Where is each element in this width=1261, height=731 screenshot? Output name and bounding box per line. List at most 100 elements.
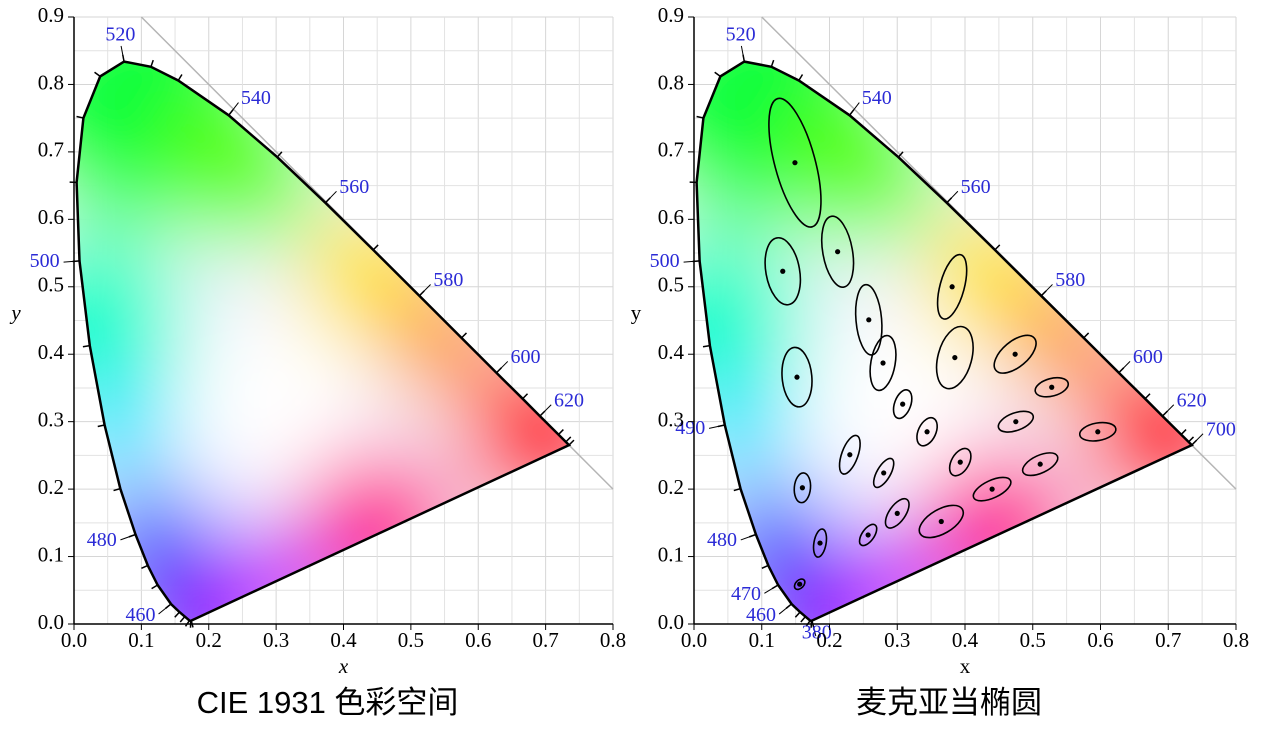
gamut-blob — [192, 311, 373, 492]
label-leader — [1040, 284, 1053, 297]
x-tick-label: 0.2 — [196, 628, 222, 652]
x-tick-label: 0.6 — [465, 628, 491, 652]
label-leader — [539, 404, 552, 417]
wavelength-label: 540 — [862, 87, 892, 109]
x-tick-label: 0.4 — [330, 628, 357, 652]
locus-tick — [794, 611, 801, 618]
x-axis-label: x — [960, 654, 971, 678]
x-tick-label: 0.1 — [749, 628, 775, 652]
label-leader — [1162, 404, 1175, 417]
y-tick-label: 0.4 — [38, 340, 65, 364]
macadam-ellipse — [935, 325, 974, 390]
wavelength-label: 500 — [30, 250, 60, 272]
label-leader — [764, 584, 779, 594]
macadam-ellipse — [916, 416, 939, 447]
spectral-locus — [695, 60, 1194, 623]
gamut-blob — [814, 311, 995, 492]
locus-tick — [557, 429, 564, 436]
macadam-ellipse — [812, 528, 828, 558]
y-tick-label: 0.8 — [38, 70, 64, 94]
x-tick-label: 0.3 — [263, 628, 289, 652]
ellipse-center — [817, 540, 823, 546]
locus-tick — [1180, 429, 1187, 436]
locus-tick — [1188, 436, 1195, 443]
y-tick-label: 0.1 — [658, 542, 684, 566]
locus-tick — [770, 59, 775, 68]
ellipse-center — [1049, 384, 1055, 390]
locus-tick — [994, 244, 1001, 251]
wavelength-label: 600 — [511, 346, 541, 368]
locus-tick — [97, 424, 105, 428]
locus-tick — [761, 564, 769, 569]
wavelength-label: 580 — [1055, 269, 1085, 291]
wavelength-label: 620 — [554, 390, 584, 412]
ellipse-center — [989, 486, 995, 492]
locus-tick — [1144, 393, 1151, 400]
locus-tick — [565, 436, 572, 443]
locus-tick — [150, 59, 154, 68]
caption: CIE 1931 色彩空间 — [197, 685, 459, 720]
ellipse-center — [949, 284, 955, 290]
ellipse-center — [1095, 429, 1101, 435]
locus-tick — [702, 344, 711, 348]
x-tick-label: 0.7 — [1155, 628, 1181, 652]
locus-tick — [276, 151, 283, 158]
spectral-locus — [75, 60, 572, 623]
wavelength-label: 540 — [241, 87, 271, 109]
y-tick-label: 0.3 — [38, 407, 64, 431]
label-leader — [683, 260, 700, 263]
locus-tick — [733, 487, 741, 492]
y-tick-label: 0.2 — [658, 475, 684, 499]
label-leader — [709, 424, 725, 429]
wavelength-label: 480 — [707, 529, 737, 551]
y-tick-label: 0.7 — [658, 138, 684, 162]
wavelength-label: 520 — [726, 24, 756, 46]
caption: 麦克亚当椭圆 — [856, 685, 1042, 720]
macadam-ellipse — [872, 457, 895, 489]
macadam-ellipse — [972, 476, 1012, 502]
wavelength-label: 520 — [105, 24, 135, 46]
macadam-ellipse — [993, 334, 1037, 374]
y-tick-label: 0.6 — [38, 205, 64, 229]
macadam-ellipse — [781, 346, 813, 408]
wavelength-label: 480 — [87, 529, 117, 551]
macadam-ellipse — [764, 236, 802, 306]
macadam-ellipse — [884, 497, 910, 529]
y-tick-label: 0.1 — [38, 542, 64, 566]
wavelength-label: 580 — [433, 269, 463, 291]
ellipse-center — [797, 581, 803, 587]
wavelength-label: 600 — [1133, 346, 1163, 368]
macadam-ellipse — [768, 97, 822, 228]
locus-tick — [151, 584, 158, 590]
x-tick-label: 0.0 — [681, 628, 707, 652]
ellipse-center — [780, 268, 786, 274]
locus-tick — [1083, 332, 1090, 339]
macadam-ellipse — [793, 578, 806, 591]
locus-tick — [372, 244, 379, 251]
label-leader — [946, 190, 959, 204]
y-tick-label: 0.3 — [658, 407, 684, 431]
ellipse-center — [1013, 419, 1019, 425]
label-leader — [158, 603, 172, 615]
label-leader — [325, 190, 337, 204]
wavelength-label: 620 — [1177, 389, 1207, 411]
y-tick-label: 0.0 — [658, 610, 684, 634]
macadam-ellipse — [997, 410, 1035, 433]
locus-tick — [174, 611, 181, 618]
x-tick-label: 0.6 — [1087, 628, 1113, 652]
ellipse-center — [847, 452, 853, 458]
label-leader — [496, 361, 509, 374]
y-tick-label: 0.0 — [38, 610, 64, 634]
ellipse-center — [1012, 351, 1018, 357]
x-tick-label: 0.0 — [61, 628, 87, 652]
gamut-blob — [696, 230, 805, 411]
ellipse-center — [894, 510, 900, 516]
ellipse-center — [880, 360, 886, 366]
y-tick-label: 0.6 — [658, 205, 684, 229]
ellipse-center — [900, 401, 906, 407]
locus-tick — [800, 616, 806, 623]
y-tick-label: 0.9 — [38, 3, 64, 27]
locus-tick — [94, 71, 101, 77]
y-tick-label: 0.7 — [38, 138, 64, 162]
